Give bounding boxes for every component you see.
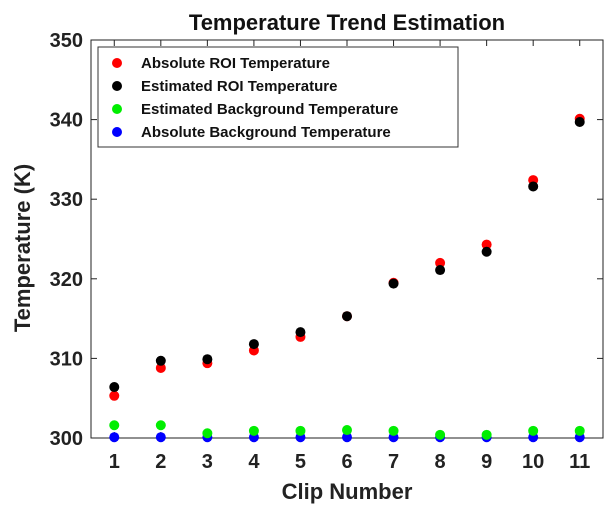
x-tick-label: 6: [341, 451, 352, 473]
legend-marker: [112, 127, 122, 137]
data-point: [574, 116, 585, 127]
legend: Absolute ROI Temperature Estimated ROI Te…: [97, 46, 459, 148]
data-point: [248, 425, 259, 436]
legend-label: Absolute ROI Temperature: [141, 55, 330, 72]
data-point: [109, 432, 120, 443]
y-tick-label: 340: [50, 110, 83, 132]
data-point: [295, 327, 306, 338]
y-tick-label: 300: [50, 428, 83, 450]
data-points: [109, 113, 585, 443]
data-point: [481, 239, 492, 250]
data-point: [155, 362, 166, 373]
data-point: [342, 432, 352, 443]
data-point: [481, 429, 492, 440]
data-point: [248, 339, 259, 350]
data-point: [202, 354, 213, 365]
legend-label: Absolute Background Temperature: [141, 124, 391, 141]
x-tick-label: 5: [295, 451, 306, 473]
data-point: [295, 425, 306, 436]
data-point: [109, 420, 120, 431]
data-point: [388, 278, 399, 289]
data-point: [202, 428, 213, 439]
x-axis-label: Clip Number: [282, 479, 413, 504]
y-tick-label: 350: [50, 30, 83, 52]
x-tick-label: 4: [248, 451, 260, 473]
data-point: [155, 355, 166, 366]
data-point: [342, 311, 352, 322]
y-axis-label: Temperature (K): [10, 164, 35, 332]
data-point: [435, 265, 446, 276]
data-point: [109, 390, 120, 401]
legend-label: Estimated ROI Temperature: [141, 78, 337, 95]
axis-ticks: 300 310 320 330 340 350 1 2 3 4 5 6 7 8 9 10 11: [50, 30, 603, 473]
data-point: [528, 425, 539, 436]
data-point: [109, 382, 120, 393]
data-point: [574, 425, 585, 436]
legend-box: [97, 46, 459, 148]
data-point: [155, 420, 166, 431]
data-point: [388, 425, 399, 436]
legend-marker: [112, 58, 122, 68]
data-point: [528, 181, 539, 192]
x-tick-label: 2: [155, 451, 166, 473]
x-tick-label: 7: [388, 451, 399, 473]
y-tick-label: 330: [50, 189, 83, 211]
x-tick-label: 8: [435, 451, 446, 473]
y-tick-label: 310: [50, 348, 83, 370]
chart-title: Temperature Trend Estimation: [189, 10, 505, 35]
x-tick-label: 10: [522, 451, 544, 473]
x-tick-label: 9: [481, 451, 492, 473]
legend-label: Estimated Background Temperature: [141, 101, 398, 118]
y-tick-label: 320: [50, 269, 83, 291]
data-point: [155, 432, 166, 443]
data-point: [342, 425, 352, 436]
data-point: [435, 429, 446, 440]
x-tick-label: 1: [109, 451, 120, 473]
x-tick-label: 3: [202, 451, 213, 473]
legend-marker: [112, 81, 122, 91]
x-tick-label: 11: [569, 451, 590, 473]
data-point: [481, 246, 492, 257]
data-point: [435, 257, 446, 268]
legend-marker: [112, 104, 122, 114]
